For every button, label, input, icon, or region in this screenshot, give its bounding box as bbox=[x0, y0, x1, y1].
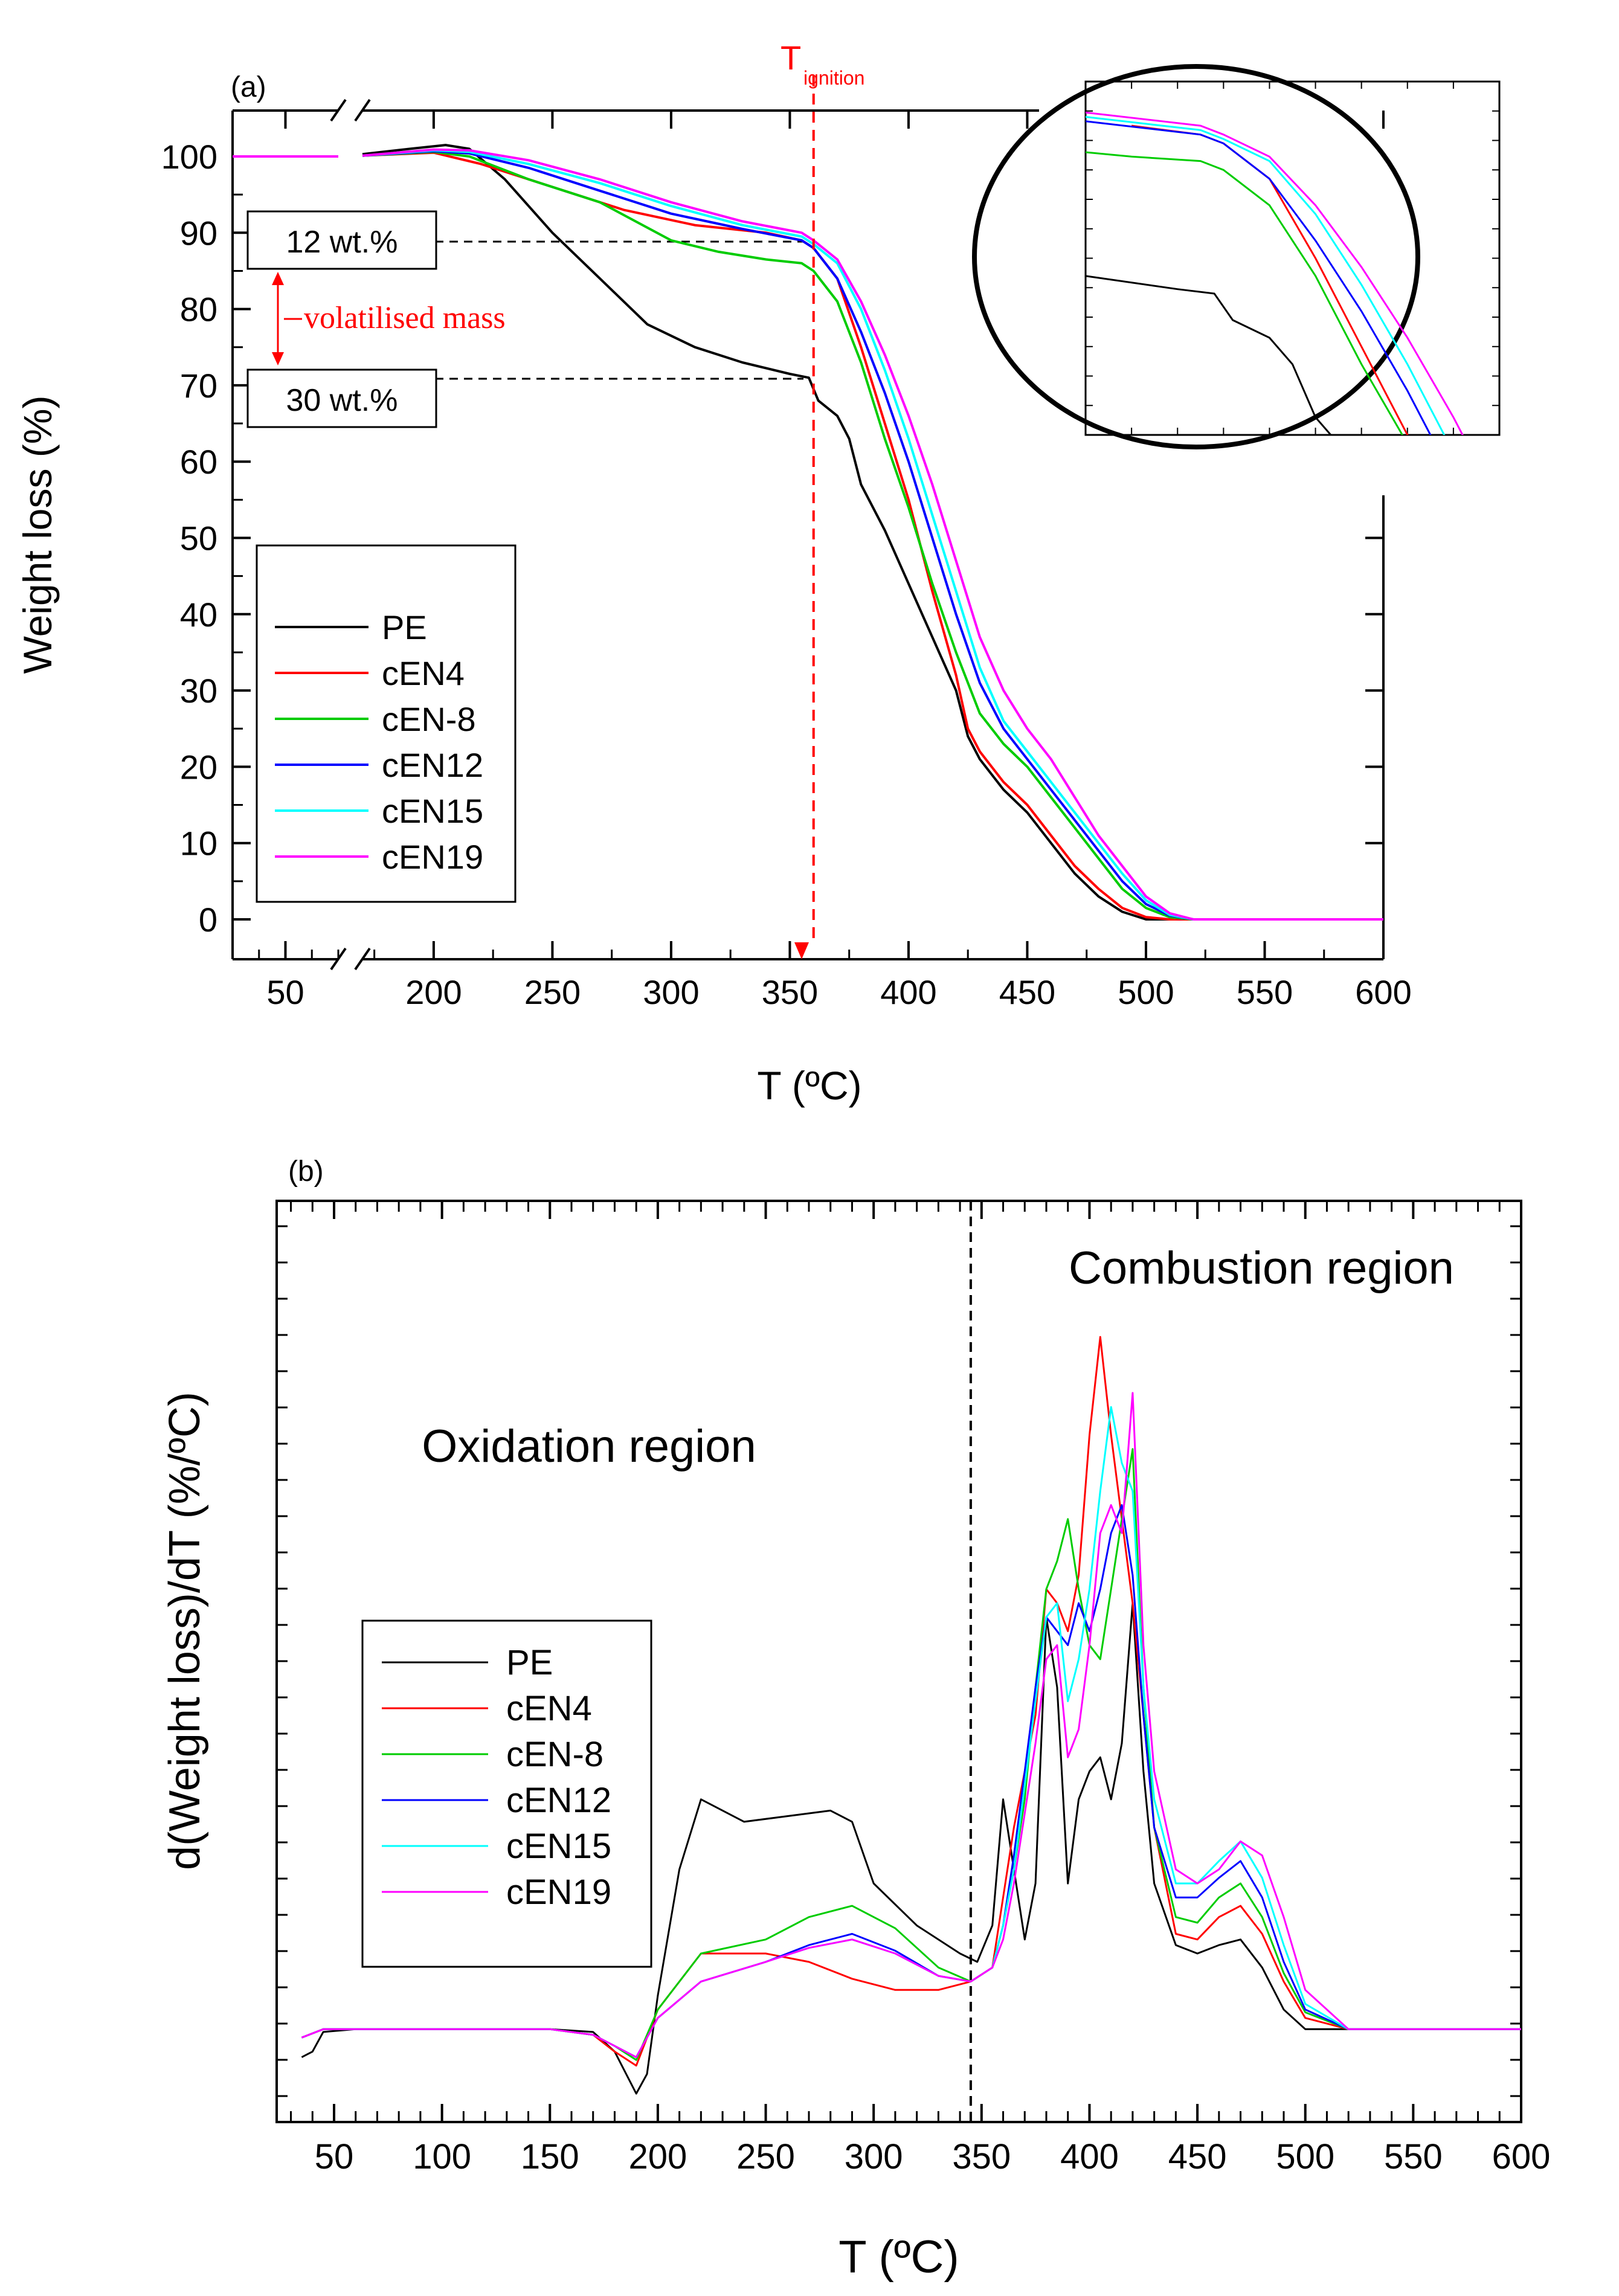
panel-b-x-ticks: 50 100 150 200 250 300 350 400 450 500 550 600 bbox=[290, 1201, 1551, 2176]
panel-a-legend-label-cEN-8: cEN-8 bbox=[382, 700, 476, 738]
panel-a-legend-entries: PE cEN4 cEN-8 cEN12 cEN15 cEN19 bbox=[275, 608, 483, 876]
panel-a-y-axis-label: Weight loss (%) bbox=[15, 396, 60, 674]
panel-b-x-tick-label: 500 bbox=[1276, 2137, 1334, 2176]
panel-a-legend-label-cEN12: cEN12 bbox=[382, 746, 483, 784]
panel-a-y-tick-label: 60 bbox=[180, 443, 217, 481]
combustion-region-label: Combustion region bbox=[1069, 1243, 1454, 1294]
panel-b-legend-label-cEN12: cEN12 bbox=[506, 1781, 611, 1820]
panel-b-x-tick-label: 100 bbox=[413, 2137, 471, 2176]
panel-b-x-axis-label: T (ºC) bbox=[838, 2231, 959, 2283]
panel-b-x-tick-label: 150 bbox=[521, 2137, 579, 2176]
panel-b-y-axis-label: d(Weight loss)/dT (%/ºC) bbox=[161, 1392, 209, 1870]
box-12wt bbox=[246, 210, 437, 270]
panel-b-label: (b) bbox=[288, 1156, 324, 1188]
inset-ticks bbox=[1085, 81, 1500, 436]
panel-a-y-tick-label: 10 bbox=[180, 825, 217, 863]
inset-line-cEN-8 bbox=[1086, 151, 1404, 435]
panel-a-x-tick-label: 200 bbox=[405, 973, 462, 1011]
panel-a-y-tick-label: 30 bbox=[180, 672, 217, 710]
panel-a-line-cEN12 bbox=[362, 150, 1383, 921]
volatilised-arrow-head-down bbox=[272, 352, 284, 365]
panel-a-x-ticks: 50 200 250 300 350 400 450 500 550 600 bbox=[258, 111, 1412, 1011]
panel-b-x-tick-label: 400 bbox=[1060, 2137, 1119, 2176]
panel-a-y-tick-label: 70 bbox=[180, 367, 217, 405]
t-ignition-subscript: ignition bbox=[803, 67, 864, 89]
box-12wt-text: 12 wt.% bbox=[286, 225, 398, 260]
inset-line-cEN19 bbox=[1086, 111, 1464, 435]
panel-a-line-cEN15 bbox=[362, 149, 1383, 921]
panel-b-legend-entries: PE cEN4 cEN-8 cEN12 cEN15 cEN19 bbox=[382, 1643, 611, 1912]
panel-a-x-tick-label: 400 bbox=[880, 973, 936, 1011]
panel-b-legend-label-cEN19: cEN19 bbox=[506, 1873, 611, 1912]
panel-a-y-tick-label: 100 bbox=[161, 138, 217, 176]
panel-a-y-tick-label: 50 bbox=[180, 519, 217, 558]
panel-a-x-tick-label: 350 bbox=[762, 973, 818, 1011]
panel-b-x-tick-label: 300 bbox=[845, 2137, 903, 2176]
panel-b-x-tick-label: 50 bbox=[315, 2137, 354, 2176]
panel-b-line-cEN-8 bbox=[301, 1448, 1521, 2061]
panel-a-x-tick-label: 300 bbox=[643, 973, 699, 1011]
panel-b-legend-label-cEN15: cEN15 bbox=[506, 1827, 611, 1866]
panel-a-x-tick-label: 450 bbox=[999, 973, 1055, 1011]
inset-series bbox=[1086, 111, 1464, 435]
panel-a-x-tick-label: 50 bbox=[266, 973, 304, 1011]
panel-b-series bbox=[301, 1336, 1521, 2095]
panel-a-legend bbox=[256, 544, 517, 903]
panel-a-x-axis-label: T (ºC) bbox=[757, 1063, 861, 1108]
t-ignition-label: T bbox=[781, 39, 801, 77]
panel-a-line-cEN-8 bbox=[362, 150, 1383, 921]
panel-b-legend-label-PE: PE bbox=[506, 1643, 553, 1682]
panel-a-line-PE bbox=[362, 144, 1383, 921]
panel-a-x-tick-label: 600 bbox=[1355, 973, 1411, 1011]
inset-magnifier bbox=[972, 64, 1501, 449]
panel-a-x-tick-label: 550 bbox=[1237, 973, 1293, 1011]
inset-line-PE bbox=[1086, 275, 1332, 435]
panel-a-y-tick-label: 80 bbox=[180, 291, 217, 329]
box-30wt bbox=[246, 368, 437, 428]
panel-b-x-tick-label: 350 bbox=[952, 2137, 1011, 2176]
panel-a-legend-label-cEN19: cEN19 bbox=[382, 838, 483, 876]
panel-b-line-cEN19 bbox=[301, 1392, 1521, 2059]
panel-b-x-tick-label: 200 bbox=[629, 2137, 687, 2176]
panel-b: (b) 50 100 150 200 250 300 350 400 450 500 550 600 … bbox=[161, 1156, 1550, 2283]
panel-a-axes bbox=[231, 109, 1385, 960]
panel-b-x-tick-label: 600 bbox=[1492, 2137, 1551, 2176]
panel-a-x-tick-label: 250 bbox=[524, 973, 581, 1011]
panel-b-legend-label-cEN-8: cEN-8 bbox=[506, 1735, 604, 1774]
panel-a-line-cEN19 bbox=[362, 148, 1383, 921]
panel-b-line-PE bbox=[301, 1602, 1521, 2095]
panel-a-label: (a) bbox=[231, 71, 266, 103]
panel-a-x-tick-label: 500 bbox=[1118, 973, 1174, 1011]
inset-line-cEN15 bbox=[1086, 116, 1446, 435]
oxidation-region-label: Oxidation region bbox=[422, 1421, 756, 1472]
panel-a-y-tick-label: 90 bbox=[180, 214, 217, 252]
panel-b-legend-label-cEN4: cEN4 bbox=[506, 1689, 592, 1728]
inset-line-cEN12 bbox=[1086, 120, 1432, 435]
panel-a-y-ticks: 0 10 20 30 40 50 60 70 80 90 100 bbox=[161, 138, 1383, 939]
volatilised-label: volatilised mass bbox=[304, 301, 506, 335]
box-30wt-text: 30 wt.% bbox=[286, 383, 398, 418]
panel-a-y-tick-label: 0 bbox=[199, 901, 217, 939]
panel-b-legend bbox=[361, 1619, 652, 1968]
panel-b-y-ticks bbox=[277, 1225, 1521, 2097]
panel-b-x-tick-label: 550 bbox=[1384, 2137, 1443, 2176]
panel-a-y-tick-label: 20 bbox=[180, 748, 217, 786]
panel-a-y-tick-label: 40 bbox=[180, 596, 217, 634]
inset-ellipse bbox=[972, 64, 1420, 449]
panel-b-x-tick-label: 450 bbox=[1168, 2137, 1227, 2176]
panel-a-legend-label-PE: PE bbox=[382, 608, 427, 646]
volatilised-arrow-head-up bbox=[272, 272, 284, 285]
panel-a-legend-label-cEN4: cEN4 bbox=[382, 654, 465, 692]
panel-b-x-tick-label: 250 bbox=[736, 2137, 795, 2176]
t-ignition-arrowhead bbox=[794, 942, 809, 959]
panel-a-series bbox=[233, 144, 1383, 921]
panel-a: (a) 50 200 250 300 350 400 450 500 550 600 0 10 20 3… bbox=[15, 39, 1501, 1108]
panel-a-legend-label-cEN15: cEN15 bbox=[382, 792, 483, 830]
